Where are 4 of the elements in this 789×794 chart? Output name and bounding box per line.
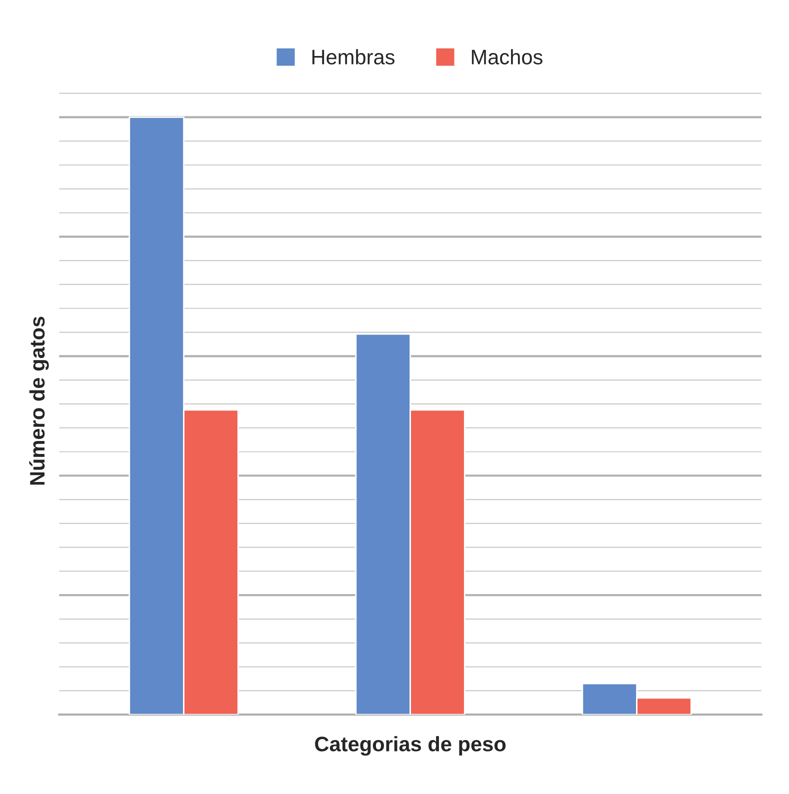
y-axis-title: Número de gatos [29,316,49,485]
x-axis-title: Categorias de peso [315,736,506,756]
legend-label: Hembras [312,49,394,64]
legend-label: Machos [472,49,542,64]
